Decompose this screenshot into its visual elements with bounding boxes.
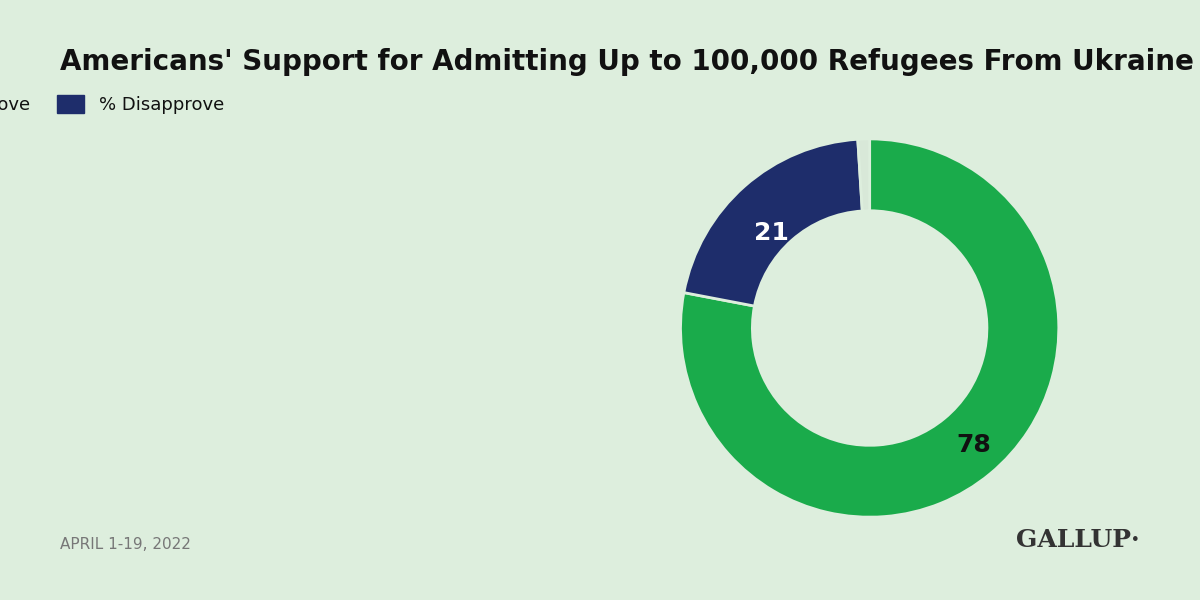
Text: Americans' Support for Admitting Up to 100,000 Refugees From Ukraine: Americans' Support for Admitting Up to 1… xyxy=(60,48,1194,76)
Wedge shape xyxy=(684,139,863,306)
Text: 78: 78 xyxy=(956,433,991,457)
Text: 21: 21 xyxy=(754,221,788,245)
Wedge shape xyxy=(680,139,1058,517)
Text: GALLUP·: GALLUP· xyxy=(1016,528,1140,552)
Legend: % Approve, % Disapprove: % Approve, % Disapprove xyxy=(0,88,232,121)
Wedge shape xyxy=(858,139,870,211)
Text: APRIL 1-19, 2022: APRIL 1-19, 2022 xyxy=(60,537,191,552)
Circle shape xyxy=(758,217,982,440)
